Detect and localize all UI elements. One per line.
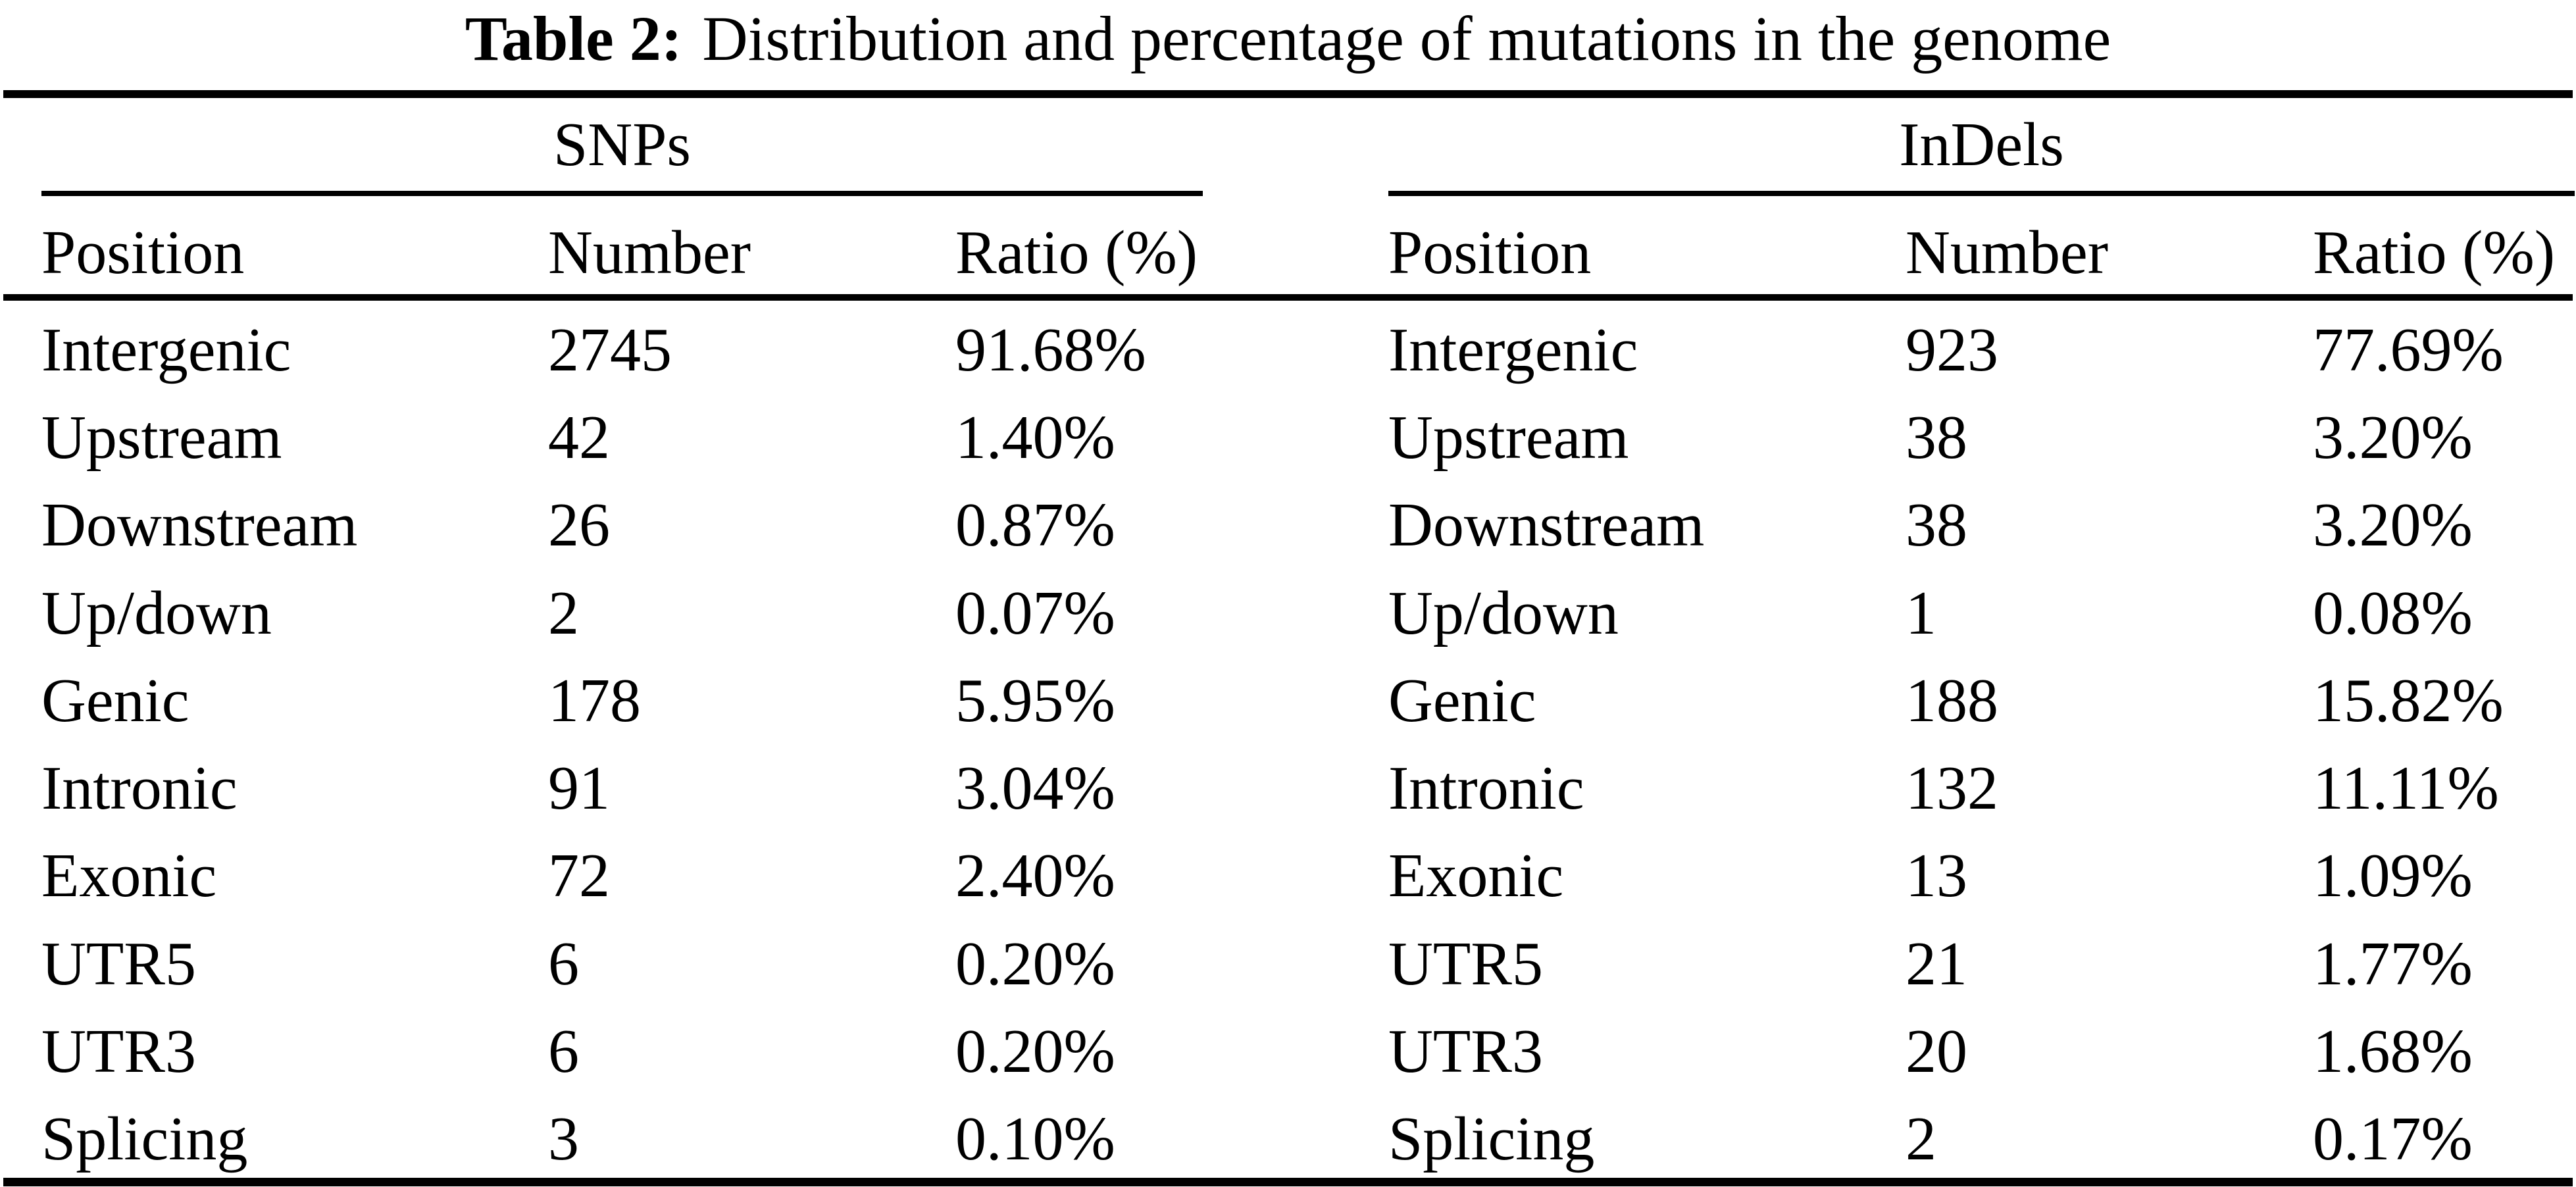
cell-position: Intronic: [41, 754, 238, 823]
bottom-rule: [3, 1178, 2573, 1186]
group-header-indels-label: InDels: [1899, 110, 2064, 179]
cell-position: UTR3: [1388, 1017, 1543, 1086]
cell-number: 38: [1906, 403, 1967, 472]
cell-ratio: 3.04%: [955, 754, 1115, 823]
cell-number: 3: [548, 1105, 579, 1174]
cell-number: 132: [1906, 754, 1998, 823]
top-rule: [3, 90, 2573, 98]
cell-ratio: 0.10%: [955, 1105, 1115, 1174]
cell-ratio: 77.69%: [2313, 315, 2504, 384]
cell-position: UTR3: [41, 1017, 196, 1086]
cell-position: Genic: [1388, 666, 1536, 735]
snps-group-rule: [41, 191, 1203, 196]
column-header-number: Number: [1906, 218, 2109, 287]
cell-ratio: 1.09%: [2313, 842, 2473, 911]
cell-number: 21: [1906, 929, 1967, 998]
cell-number: 26: [548, 491, 610, 560]
cell-number: 42: [548, 403, 610, 472]
column-header-position: Position: [1388, 218, 1592, 287]
cell-ratio: 5.95%: [955, 666, 1115, 735]
cell-position: Intergenic: [1388, 315, 1638, 384]
cell-position: UTR5: [1388, 929, 1543, 998]
snps-column-headers: Position Number Ratio (%): [41, 196, 1203, 294]
cell-position: Downstream: [1388, 491, 1705, 560]
cell-ratio: 1.68%: [2313, 1017, 2473, 1086]
cell-position: Up/down: [1388, 578, 1619, 647]
cell-number: 20: [1906, 1017, 1967, 1086]
cell-position: Splicing: [1388, 1105, 1595, 1174]
cell-number: 2745: [548, 315, 672, 384]
cell-number: 72: [548, 842, 610, 911]
header-rule: [3, 294, 2573, 301]
cell-position: Exonic: [1388, 842, 1564, 911]
cell-position: Exonic: [41, 842, 217, 911]
cell-ratio: 2.40%: [955, 842, 1115, 911]
cell-position: Genic: [41, 666, 189, 735]
group-header-snps: SNPs: [41, 98, 1203, 191]
column-header-position: Position: [41, 218, 245, 287]
cell-ratio: 1.77%: [2313, 929, 2473, 998]
cell-ratio: 0.08%: [2313, 578, 2473, 647]
group-header-indels: InDels: [1388, 98, 2575, 191]
group-header-snps-label: SNPs: [553, 110, 692, 179]
cell-ratio: 15.82%: [2313, 666, 2504, 735]
cell-position: Intronic: [1388, 754, 1584, 823]
cell-number: 6: [548, 1017, 579, 1086]
cell-position: Upstream: [1388, 403, 1629, 472]
cell-ratio: 11.11%: [2313, 754, 2499, 823]
indels-column-headers: Position Number Ratio (%): [1388, 196, 2575, 294]
cell-position: Up/down: [41, 578, 272, 647]
indels-table-body: Intergenic 923 77.69% Upstream 38 3.20% …: [1388, 301, 2575, 1178]
snps-table-body: Intergenic 2745 91.68% Upstream 42 1.40%…: [41, 301, 1203, 1178]
cell-number: 91: [548, 754, 610, 823]
cell-ratio: 0.20%: [955, 929, 1115, 998]
cell-number: 923: [1906, 315, 1998, 384]
cell-ratio: 1.40%: [955, 403, 1115, 472]
cell-number: 13: [1906, 842, 1967, 911]
cell-ratio: 0.87%: [955, 491, 1115, 560]
cell-ratio: 91.68%: [955, 315, 1146, 384]
column-header-ratio: Ratio (%): [955, 218, 1198, 287]
table-title: Table 2: Distribution and percentage of m…: [0, 0, 2576, 82]
column-header-ratio: Ratio (%): [2313, 218, 2556, 287]
cell-position: Splicing: [41, 1105, 248, 1174]
cell-number: 38: [1906, 491, 1967, 560]
cell-number: 1: [1906, 578, 1936, 647]
cell-number: 2: [548, 578, 579, 647]
cell-position: Upstream: [41, 403, 282, 472]
cell-ratio: 3.20%: [2313, 491, 2473, 560]
indels-group-rule: [1388, 191, 2575, 196]
cell-ratio: 3.20%: [2313, 403, 2473, 472]
cell-position: Downstream: [41, 491, 358, 560]
table-title-text: Distribution and percentage of mutations…: [702, 3, 2111, 74]
cell-ratio: 0.20%: [955, 1017, 1115, 1086]
table-title-label: Table 2:: [465, 3, 682, 74]
cell-number: 6: [548, 929, 579, 998]
cell-ratio: 0.07%: [955, 578, 1115, 647]
cell-number: 178: [548, 666, 641, 735]
cell-position: UTR5: [41, 929, 196, 998]
cell-number: 188: [1906, 666, 1998, 735]
cell-ratio: 0.17%: [2313, 1105, 2473, 1174]
cell-position: Intergenic: [41, 315, 291, 384]
cell-number: 2: [1906, 1105, 1936, 1174]
column-header-number: Number: [548, 218, 751, 287]
